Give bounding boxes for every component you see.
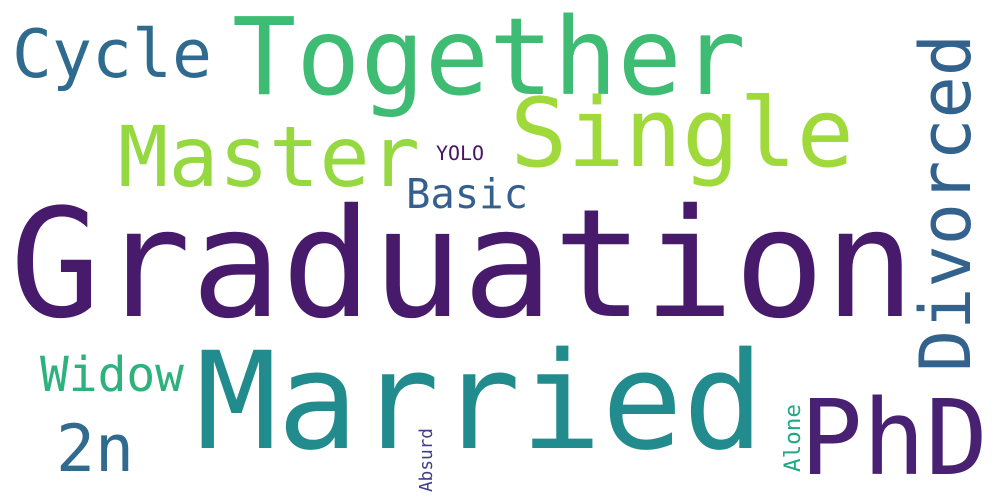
- word-cycle: Cycle: [12, 14, 212, 93]
- word-absurd: Absurd: [417, 428, 438, 492]
- word-master: Master: [118, 108, 421, 207]
- word-married: Married: [196, 322, 764, 480]
- word-alone: Alone: [779, 404, 806, 472]
- word-widow: Widow: [40, 348, 184, 404]
- word-divorced: Divorced: [904, 34, 987, 372]
- word-graduation: Graduation: [10, 176, 916, 352]
- word-yolo: YOLO: [436, 142, 484, 166]
- word-together: Together: [232, 0, 747, 120]
- word-single: Single: [510, 79, 854, 190]
- word-phd: PhD: [800, 376, 988, 499]
- word-basic: Basic: [406, 169, 528, 218]
- word-2n: 2n: [56, 411, 134, 487]
